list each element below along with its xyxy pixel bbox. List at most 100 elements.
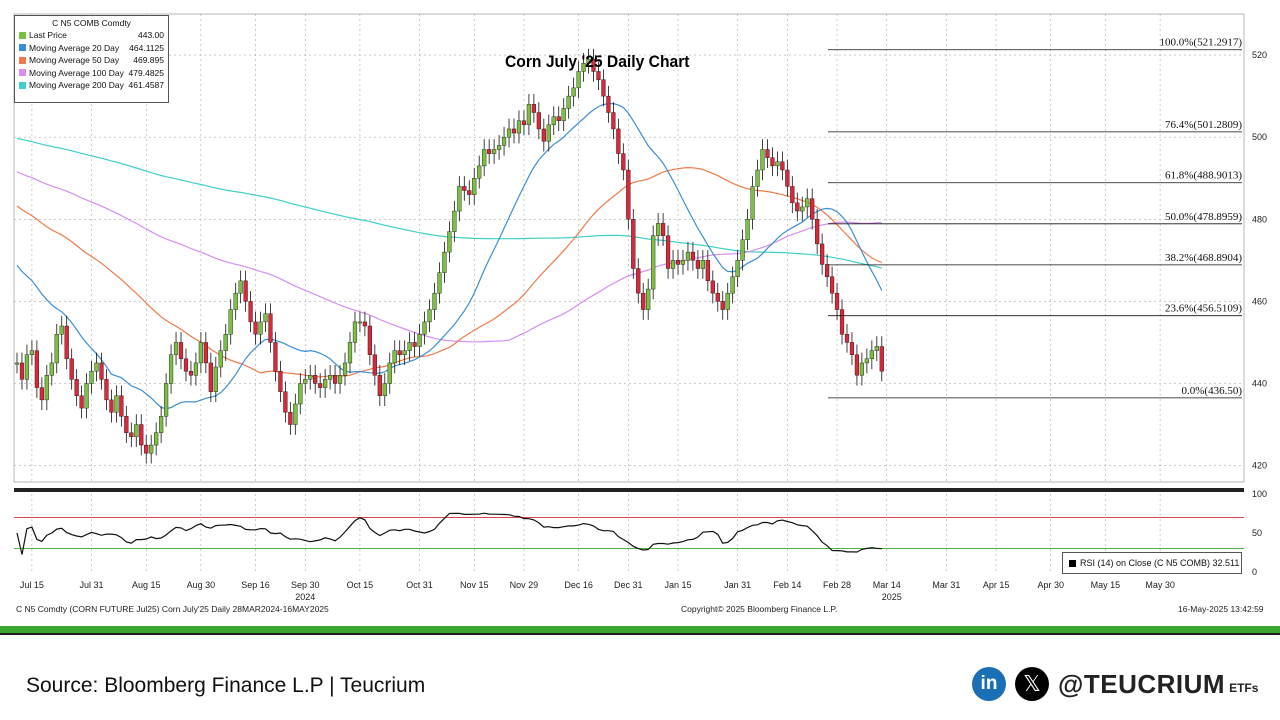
candle-body <box>730 276 735 294</box>
candle-body <box>834 292 840 310</box>
linkedin-icon[interactable]: in <box>972 667 1006 701</box>
candle-body <box>228 309 233 335</box>
candle-body <box>705 260 710 282</box>
candle-body <box>372 354 377 376</box>
candle-body <box>64 325 69 360</box>
legend-item: Last Price 443.00 <box>15 29 168 42</box>
candle-body <box>328 375 333 380</box>
y-tick-label: 520 <box>1252 50 1267 60</box>
candle-body <box>104 379 109 401</box>
chart-title: Corn July '25 Daily Chart <box>505 52 690 71</box>
rsi-label: RSI (14) on Close (C N5 COMB) 32.511 <box>1080 558 1240 568</box>
candle-body <box>248 301 253 323</box>
legend-swatch <box>19 81 26 89</box>
candle-body <box>223 334 228 351</box>
x-year-label: 2025 <box>882 592 902 602</box>
candle-body <box>874 346 879 351</box>
candle-body <box>869 350 874 360</box>
candle-body <box>39 387 44 401</box>
candle-body <box>114 395 119 413</box>
x-year-label: 2024 <box>295 592 315 602</box>
legend-label: Moving Average 200 Day <box>29 80 124 91</box>
candle-body <box>109 399 114 413</box>
candle-body <box>790 186 795 204</box>
candle-body <box>516 120 522 134</box>
candle-body <box>402 350 407 355</box>
candle-body <box>347 342 353 364</box>
candle-body <box>442 251 447 273</box>
candle-body <box>89 370 94 384</box>
candle-body <box>586 58 591 64</box>
candle-body <box>859 362 864 376</box>
candle-body <box>59 325 64 335</box>
candle-body <box>675 260 681 265</box>
candle-body <box>760 149 765 171</box>
candle-body <box>770 157 775 167</box>
candle-body <box>755 169 760 187</box>
candle-body <box>665 235 671 269</box>
legend-value: 461.4587 <box>128 80 164 91</box>
candle-body <box>342 362 348 376</box>
footer-green-bar <box>0 626 1280 633</box>
candle-body <box>700 260 705 269</box>
candle-body <box>313 375 318 384</box>
candle-body <box>695 260 700 269</box>
legend-value: 469.895 <box>133 55 164 66</box>
candle-body <box>124 416 129 433</box>
footer-timestamp: 16-May-2025 13:42:59 <box>1178 604 1264 614</box>
candle-body <box>437 272 442 294</box>
x-tick-label: Jan 15 <box>664 580 691 590</box>
chart-legend: C N5 COMB Comdty Last Price 443.00 Moving… <box>14 15 169 103</box>
candle-body <box>188 370 194 376</box>
candle-body <box>293 403 298 425</box>
legend-label: Moving Average 100 Day <box>29 67 124 78</box>
x-tick-label: Sep 30 <box>291 580 320 590</box>
candle-body <box>233 292 238 310</box>
candle-body <box>74 379 79 396</box>
candle-body <box>432 292 437 310</box>
candle-body <box>84 383 89 409</box>
plot-frame <box>13 13 1245 483</box>
fib-level-label: 100.0%(521.2917) <box>1160 37 1243 49</box>
brand-suffix: ETFs <box>1229 681 1259 695</box>
candle-body <box>149 444 154 454</box>
candle-body <box>288 412 293 425</box>
candle-body <box>323 379 328 388</box>
rsi-line <box>16 512 882 555</box>
candle-body <box>268 313 273 343</box>
candle-body <box>193 362 199 376</box>
candle-body <box>685 251 691 261</box>
candle-body <box>631 219 636 269</box>
x-icon[interactable]: 𝕏 <box>1015 667 1049 701</box>
candle-body <box>511 128 517 134</box>
candle-body <box>278 370 283 392</box>
candle-body <box>536 112 541 130</box>
candle-body <box>720 301 725 310</box>
legend-swatch <box>19 56 26 64</box>
candle-body <box>715 292 720 302</box>
candle-body <box>173 342 179 355</box>
candle-body <box>506 128 512 138</box>
candle-body <box>879 346 884 372</box>
candle-body <box>810 198 815 220</box>
candle-body <box>422 321 427 335</box>
candle-body <box>844 334 850 343</box>
candle-body <box>387 362 392 384</box>
x-tick-label: May 30 <box>1145 580 1175 590</box>
candle-body <box>740 239 745 261</box>
candle-body <box>795 202 800 212</box>
candle-body <box>492 149 497 154</box>
candle-body <box>531 104 536 113</box>
rsi-legend: RSI (14) on Close (C N5 COMB) 32.511 <box>1062 552 1242 574</box>
candle-body <box>581 63 586 72</box>
candle-body <box>815 219 820 245</box>
candle-body <box>273 342 278 372</box>
legend-label: Moving Average 20 Day <box>29 42 120 53</box>
candle-body <box>839 309 845 335</box>
y-tick-label: 460 <box>1252 296 1267 306</box>
candle-body <box>79 395 84 409</box>
x-tick-label: Mar 31 <box>932 580 960 590</box>
candle-body <box>129 432 134 438</box>
x-tick-label: Dec 16 <box>564 580 593 590</box>
candle-body <box>775 161 780 167</box>
